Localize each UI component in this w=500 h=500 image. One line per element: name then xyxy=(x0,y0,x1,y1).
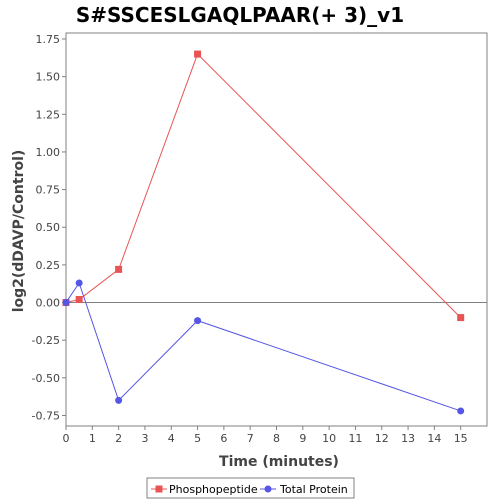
y-tick-label: 0.25 xyxy=(36,259,61,272)
y-tick-label: 1.50 xyxy=(36,71,61,84)
x-tick-label: 13 xyxy=(401,432,415,445)
data-point-total-protein xyxy=(115,396,123,404)
y-tick-label: 0.00 xyxy=(36,297,61,310)
x-axis-label: Time (minutes) xyxy=(219,454,339,470)
x-tick-label: 14 xyxy=(427,432,441,445)
x-tick-label: 2 xyxy=(115,432,122,445)
x-tick-label: 3 xyxy=(141,432,148,445)
y-axis-label: log2(dDAVP/Control) xyxy=(11,150,27,313)
x-tick-label: 7 xyxy=(247,432,254,445)
x-tick-label: 10 xyxy=(322,432,336,445)
x-tick-label: 5 xyxy=(194,432,201,445)
x-tick-label: 8 xyxy=(273,432,280,445)
data-point-total-protein xyxy=(75,279,83,287)
x-tick-label: 4 xyxy=(168,432,175,445)
data-point-total-protein xyxy=(194,317,202,325)
data-point-phosphopeptide xyxy=(194,50,202,58)
y-tick-label: 1.00 xyxy=(36,146,61,159)
x-tick-label: 1 xyxy=(89,432,96,445)
plot-area xyxy=(65,32,488,427)
legend-marker-total-protein xyxy=(264,485,272,493)
x-tick-label: 12 xyxy=(375,432,389,445)
y-tick-label: 0.50 xyxy=(36,221,61,234)
chart-title: S#SSCESLGAQLPAAR(+ 3)_v1 xyxy=(76,3,404,27)
y-tick-label: 1.75 xyxy=(36,33,61,46)
y-tick-label: 0.75 xyxy=(36,184,61,197)
data-point-phosphopeptide xyxy=(115,265,123,273)
legend-box xyxy=(146,477,355,499)
x-tick-label: 9 xyxy=(299,432,306,445)
legend-label-phosphopeptide: Phosphopeptide xyxy=(169,483,258,496)
data-point-phosphopeptide xyxy=(457,314,465,322)
y-tick-label: -0.50 xyxy=(32,372,60,385)
x-axis: 0 1 2 3 4 5 6 7 8 9 10 11 12 13 14 15 xyxy=(63,426,468,445)
x-tick-label: 11 xyxy=(348,432,362,445)
data-point-phosphopeptide xyxy=(75,296,83,304)
x-tick-label: 6 xyxy=(220,432,227,445)
x-tick-label: 15 xyxy=(454,432,468,445)
y-tick-label: -0.25 xyxy=(32,334,60,347)
y-tick-label: -0.75 xyxy=(32,409,60,422)
y-axis: 1.75 1.50 1.25 1.00 0.75 0.50 0.25 0.00 -0.25 -0.… xyxy=(32,33,66,422)
legend-label-total-protein: Total Protein xyxy=(279,483,348,496)
data-point-total-protein xyxy=(62,299,70,307)
y-tick-label: 1.25 xyxy=(36,108,61,121)
legend-marker-phosphopeptide xyxy=(155,485,163,493)
series-layer xyxy=(62,50,465,415)
data-point-total-protein xyxy=(457,407,465,415)
legend: Phosphopeptide Total Protein xyxy=(146,477,355,499)
x-tick-label: 0 xyxy=(63,432,70,445)
